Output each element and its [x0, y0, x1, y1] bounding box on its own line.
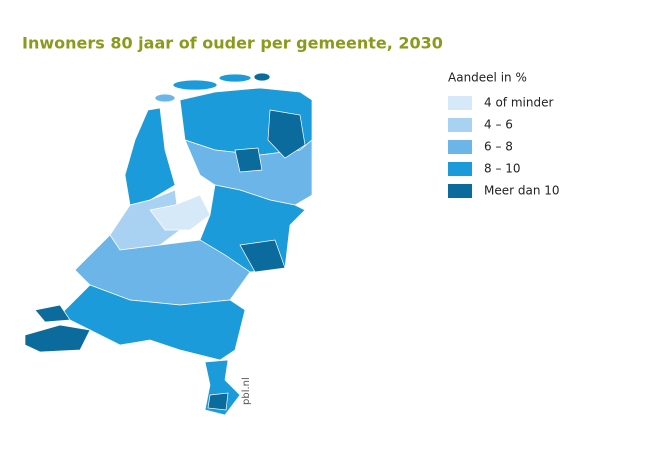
legend-swatch [448, 118, 472, 132]
credit: pbl.nl [241, 377, 252, 405]
island [218, 73, 252, 83]
region [24, 324, 91, 353]
legend-swatch [448, 162, 472, 176]
title: Inwoners 80 jaar of ouder per gemeente, … [22, 34, 443, 53]
legend-swatch [448, 140, 472, 154]
island [154, 93, 176, 103]
island [172, 79, 218, 91]
region [239, 239, 286, 273]
map [24, 72, 313, 416]
region [207, 392, 229, 411]
region [34, 304, 71, 323]
island [253, 72, 271, 82]
region [234, 147, 263, 173]
legend-label: 4 of minder [484, 96, 553, 110]
legend-label: 6 – 8 [484, 140, 513, 154]
region [267, 109, 306, 159]
legend-swatch [448, 96, 472, 110]
legend-label: 4 – 6 [484, 118, 513, 132]
legend-label: Meer dan 10 [484, 184, 560, 198]
legend: 4 of minder 4 – 6 6 – 8 8 – 10 Meer dan 10 [448, 96, 560, 198]
region [124, 107, 176, 206]
region [149, 194, 211, 231]
legend-swatch [448, 184, 472, 198]
legend-title: Aandeel in % [448, 71, 527, 85]
legend-label: 8 – 10 [484, 162, 521, 176]
